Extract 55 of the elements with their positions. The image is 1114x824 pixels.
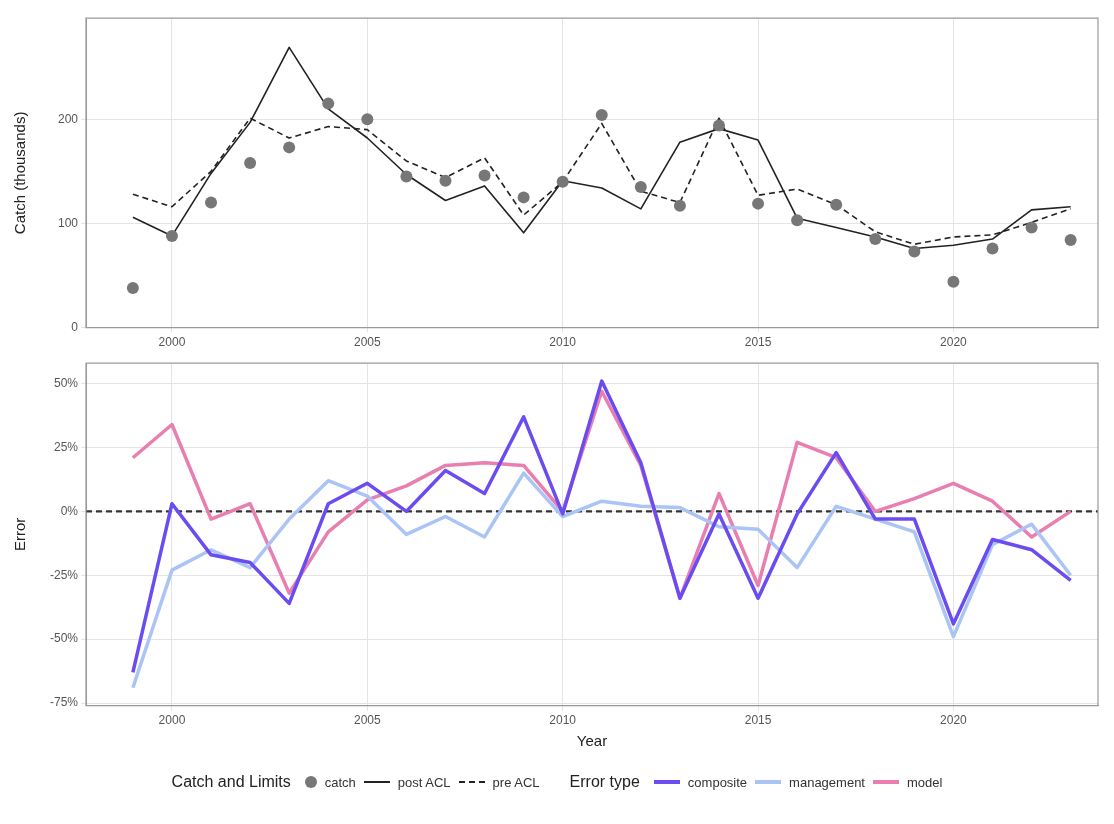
- legend-label: post ACL: [396, 774, 451, 790]
- x-tick-label: 2020: [940, 335, 968, 350]
- point: [908, 245, 921, 258]
- x-tick-label: 2005: [353, 335, 381, 350]
- point: [165, 229, 178, 242]
- point: [595, 109, 608, 122]
- y-axis-title: Error: [11, 517, 29, 552]
- point: [712, 119, 725, 132]
- y-tick-label: -75%: [49, 695, 79, 710]
- legend-label: management: [788, 774, 865, 790]
- y-tick-label: 0: [71, 319, 79, 334]
- point: [322, 97, 335, 110]
- y-tick-label: 0%: [60, 503, 79, 518]
- point: [1064, 234, 1077, 247]
- point: [556, 175, 569, 188]
- point: [205, 196, 218, 209]
- x-tick-label: 2000: [158, 713, 186, 728]
- x-axis-title: Year: [576, 732, 608, 750]
- point: [478, 169, 491, 182]
- point: [517, 191, 530, 204]
- legend-label: pre ACL: [491, 774, 540, 790]
- point: [283, 141, 296, 154]
- y-tick-label: 25%: [53, 439, 79, 454]
- legend-label: catch: [323, 774, 356, 790]
- point: [1025, 221, 1038, 234]
- point: [361, 113, 374, 126]
- point: [947, 275, 960, 288]
- x-tick-label: 2005: [353, 713, 381, 728]
- legend-label: composite: [686, 774, 748, 790]
- x-tick-label: 2015: [744, 713, 772, 728]
- point: [830, 198, 843, 211]
- point: [634, 180, 647, 193]
- x-tick-label: 2010: [549, 713, 577, 728]
- x-tick-label: 2015: [744, 335, 772, 350]
- y-tick-label: -50%: [49, 631, 79, 646]
- y-tick-label: -25%: [49, 567, 79, 582]
- y-tick-label: 200: [57, 111, 79, 126]
- point: [791, 214, 804, 227]
- legend-label: model: [906, 774, 943, 790]
- x-tick-label: 2020: [940, 713, 968, 728]
- point: [244, 157, 257, 169]
- legend-title: Catch and Limits: [171, 773, 291, 791]
- point: [986, 242, 999, 255]
- y-axis-title: Catch (thousands): [11, 111, 29, 235]
- point: [439, 174, 452, 187]
- point: [126, 282, 139, 295]
- y-tick-label: 100: [57, 215, 79, 230]
- point: [869, 233, 882, 246]
- legend-title: Error type: [569, 773, 640, 791]
- point: [673, 199, 686, 212]
- x-tick-label: 2000: [158, 335, 186, 350]
- point: [400, 170, 413, 183]
- y-tick-label: 50%: [53, 375, 79, 390]
- x-tick-label: 2010: [549, 335, 577, 350]
- point: [752, 197, 765, 210]
